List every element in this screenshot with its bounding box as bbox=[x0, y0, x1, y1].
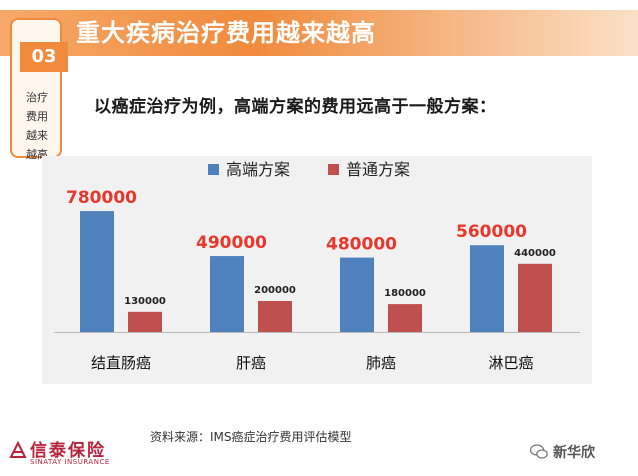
data-label: 200000 bbox=[254, 285, 296, 296]
data-label: 440000 bbox=[514, 248, 556, 259]
x-tick-label: 肝癌 bbox=[236, 354, 266, 372]
data-label: 130000 bbox=[124, 296, 166, 307]
legend-swatch bbox=[328, 164, 339, 175]
section-tab: 03 治疗 费用 越来 越高 bbox=[10, 18, 68, 161]
company-logo: 信泰保险 SINATAY INSURANCE bbox=[6, 436, 134, 470]
x-tick-label: 肺癌 bbox=[366, 354, 396, 372]
watermark-text: 新华欣 bbox=[553, 445, 595, 461]
section-label: 治疗 费用 越来 越高 bbox=[26, 88, 66, 164]
bar bbox=[258, 301, 292, 332]
legend-label: 高端方案 bbox=[226, 160, 290, 179]
legend-swatch bbox=[208, 164, 219, 175]
section-number: 03 bbox=[20, 42, 68, 72]
bar bbox=[518, 263, 552, 332]
data-label: 560000 bbox=[456, 222, 527, 242]
legend-label: 普通方案 bbox=[346, 160, 410, 179]
subtitle: 以癌症治疗为例，高端方案的费用远高于一般方案： bbox=[94, 97, 497, 117]
bar bbox=[210, 256, 244, 332]
source-note: 资料来源：IMS癌症治疗费用评估模型 bbox=[150, 430, 352, 444]
logo-mark-icon bbox=[9, 440, 27, 458]
section-label-line: 越来 bbox=[26, 129, 48, 142]
bar bbox=[470, 245, 504, 332]
x-tick-label: 淋巴癌 bbox=[488, 354, 533, 372]
section-label-line: 治疗 bbox=[26, 91, 48, 104]
watermark: 新华欣 bbox=[530, 440, 595, 464]
data-label: 180000 bbox=[384, 288, 426, 299]
data-label: 480000 bbox=[326, 235, 397, 255]
section-label-line: 费用 bbox=[26, 110, 48, 123]
bar bbox=[80, 211, 114, 332]
data-label: 780000 bbox=[66, 188, 137, 208]
bar bbox=[128, 311, 162, 332]
x-tick-label: 结直肠癌 bbox=[91, 354, 151, 372]
logo-subtext: SINATAY INSURANCE bbox=[30, 458, 110, 466]
data-label: 490000 bbox=[196, 233, 267, 253]
page-title: 重大疾病治疗费用越来越高 bbox=[76, 19, 376, 47]
bar bbox=[388, 304, 422, 332]
logo-name: 信泰保险 bbox=[30, 441, 106, 461]
chart-panel: 高端方案 普通方案 780000 130000 结直肠癌 490000 200000 肝癌 48… bbox=[42, 156, 592, 384]
bar-chart: 高端方案 普通方案 780000 130000 结直肠癌 490000 200000 肝癌 48… bbox=[54, 160, 580, 372]
bar bbox=[340, 257, 374, 332]
chat-bubble-icon bbox=[530, 444, 548, 459]
header-bar: 重大疾病治疗费用越来越高 bbox=[0, 10, 638, 56]
